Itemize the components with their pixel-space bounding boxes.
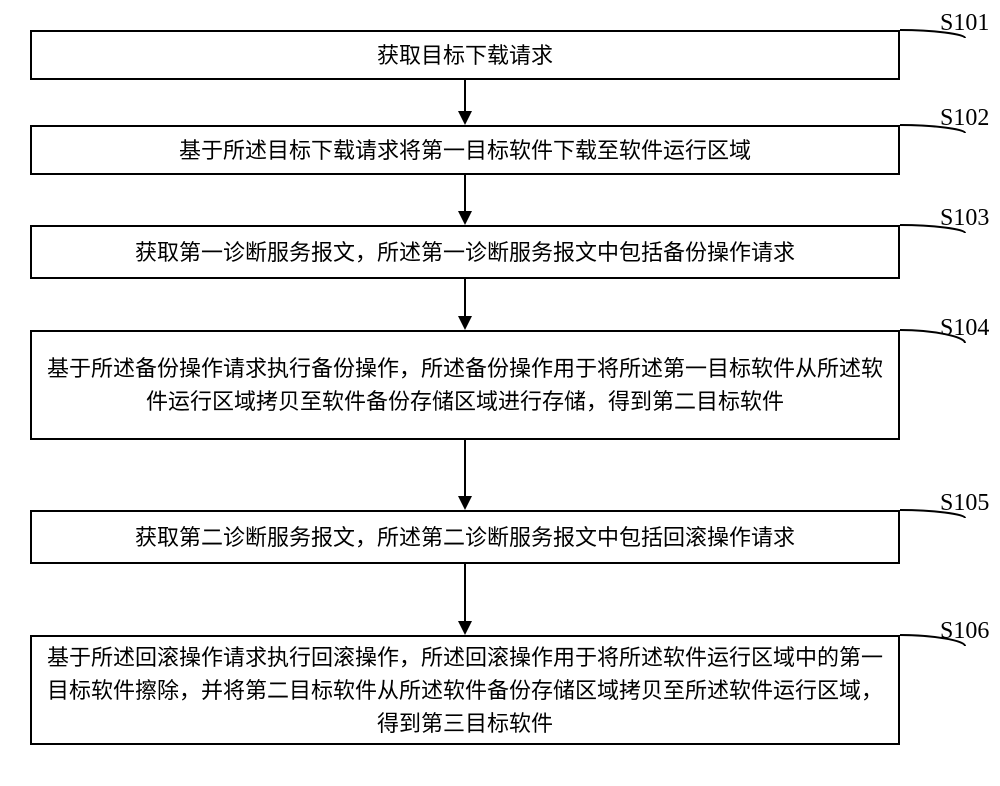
flow-step-text: 基于所述备份操作请求执行备份操作，所述备份操作用于将所述第一目标软件从所述软件运… [42,352,888,418]
flow-step-S103: 获取第一诊断服务报文，所述第一诊断服务报文中包括备份操作请求 [30,225,900,279]
flow-step-S105: 获取第二诊断服务报文，所述第二诊断服务报文中包括回滚操作请求 [30,510,900,564]
flow-arrow [451,564,479,635]
flow-step-text: 基于所述回滚操作请求执行回滚操作，所述回滚操作用于将所述软件运行区域中的第一目标… [42,641,888,740]
step-label-S102: S102 [940,105,989,132]
flow-arrow [451,80,479,125]
step-label-S101: S101 [940,10,989,37]
step-label-S105: S105 [940,490,989,517]
flow-step-S106: 基于所述回滚操作请求执行回滚操作，所述回滚操作用于将所述软件运行区域中的第一目标… [30,635,900,745]
flow-step-text: 获取第一诊断服务报文，所述第一诊断服务报文中包括备份操作请求 [135,236,795,269]
flow-arrow [451,175,479,225]
step-label-S103: S103 [940,205,989,232]
flow-arrow [451,279,479,330]
flow-step-S104: 基于所述备份操作请求执行备份操作，所述备份操作用于将所述第一目标软件从所述软件运… [30,330,900,440]
flow-step-text: 获取第二诊断服务报文，所述第二诊断服务报文中包括回滚操作请求 [135,521,795,554]
flow-step-text: 获取目标下载请求 [377,39,553,72]
flowchart-canvas: 获取目标下载请求 S101 基于所述目标下载请求将第一目标软件下载至软件运行区域 S1… [0,0,1000,786]
flow-step-S101: 获取目标下载请求 [30,30,900,80]
flow-arrow [451,440,479,510]
step-label-S104: S104 [940,315,989,342]
step-label-S106: S106 [940,618,989,645]
flow-step-S102: 基于所述目标下载请求将第一目标软件下载至软件运行区域 [30,125,900,175]
flow-step-text: 基于所述目标下载请求将第一目标软件下载至软件运行区域 [179,134,751,167]
